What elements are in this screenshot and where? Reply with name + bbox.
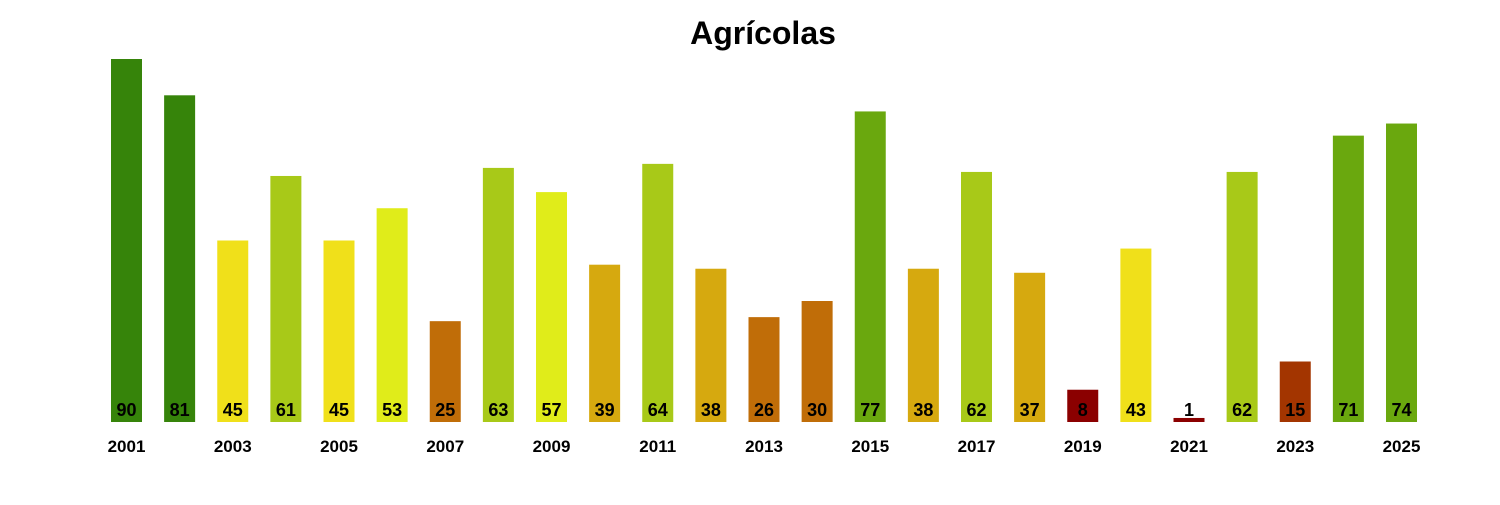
- value-label-2011: 64: [648, 400, 668, 420]
- bar-2012: [695, 268, 727, 422]
- value-label-2018: 37: [1020, 400, 1040, 420]
- value-label-2022: 62: [1232, 400, 1252, 420]
- bar-2019: [1067, 389, 1099, 422]
- value-label-2021: 1: [1184, 400, 1194, 420]
- value-label-2024: 71: [1338, 400, 1358, 420]
- value-label-2015: 77: [860, 400, 880, 420]
- chart-title: Agrícolas: [690, 15, 836, 51]
- value-label-2003: 45: [223, 400, 243, 420]
- bar-2002: [164, 95, 196, 423]
- bar-2006: [376, 208, 408, 422]
- value-label-2002: 81: [170, 400, 190, 420]
- value-label-2019: 8: [1078, 400, 1088, 420]
- value-label-2025: 74: [1391, 400, 1411, 420]
- bar-2017: [961, 171, 992, 422]
- x-tick-label-2013: 2013: [745, 437, 783, 456]
- x-tick-label-2001: 2001: [108, 437, 146, 456]
- x-tick-label-2011: 2011: [639, 437, 676, 456]
- bar-2010: [589, 264, 621, 422]
- x-tick-label-2023: 2023: [1276, 437, 1314, 456]
- x-tick-label-2019: 2019: [1064, 437, 1102, 456]
- value-label-2020: 43: [1126, 400, 1146, 420]
- bar-2008: [482, 167, 514, 422]
- x-tick-label-2021: 2021: [1170, 437, 1208, 456]
- value-label-2023: 15: [1285, 400, 1305, 420]
- bar-2015: [854, 111, 886, 422]
- value-label-2016: 38: [913, 400, 933, 420]
- value-label-2005: 45: [329, 400, 349, 420]
- x-tick-label-2025: 2025: [1383, 437, 1421, 456]
- value-label-2008: 63: [488, 400, 508, 420]
- bar-2021: [1173, 417, 1205, 422]
- bar-2024: [1332, 135, 1364, 422]
- bar-2003: [217, 240, 249, 422]
- value-label-2007: 25: [435, 400, 455, 420]
- value-label-2010: 39: [595, 400, 615, 420]
- bar-2025: [1386, 123, 1417, 423]
- bar-2018: [1014, 272, 1046, 422]
- bar-2016: [907, 268, 939, 422]
- bar-2004: [270, 175, 302, 422]
- x-tick-label-2007: 2007: [426, 437, 464, 456]
- bar-2023: [1279, 361, 1311, 422]
- bar-2011: [642, 163, 674, 422]
- value-label-2014: 30: [807, 400, 827, 420]
- bar-2005: [323, 240, 355, 422]
- bar-2009: [536, 192, 567, 422]
- value-label-2009: 57: [541, 400, 561, 420]
- bar-2020: [1120, 248, 1152, 422]
- x-tick-label-2003: 2003: [214, 437, 252, 456]
- bar-2014: [801, 301, 833, 422]
- value-label-2006: 53: [382, 400, 402, 420]
- bar-2001: [111, 59, 142, 422]
- bar-2007: [429, 321, 461, 422]
- x-tick-label-2015: 2015: [851, 437, 889, 456]
- x-tick-label-2005: 2005: [320, 437, 358, 456]
- value-label-2017: 62: [966, 400, 986, 420]
- value-label-2013: 26: [754, 400, 774, 420]
- x-tick-label-2017: 2017: [958, 437, 996, 456]
- bar-2013: [748, 317, 780, 422]
- value-label-2001: 90: [116, 400, 136, 420]
- value-label-2004: 61: [276, 400, 296, 420]
- value-label-2012: 38: [701, 400, 721, 420]
- bar-2022: [1226, 171, 1258, 422]
- x-tick-label-2009: 2009: [533, 437, 571, 456]
